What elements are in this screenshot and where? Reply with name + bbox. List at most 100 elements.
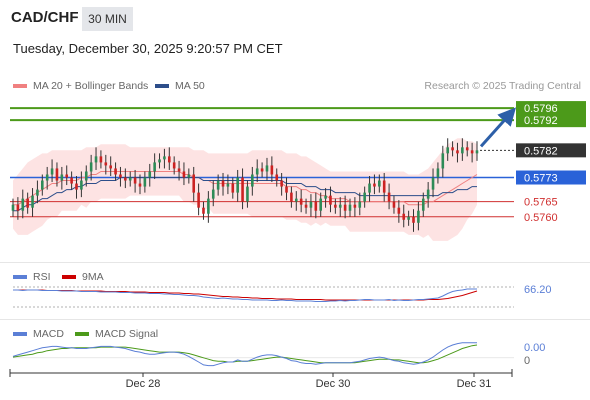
- macd-swatch: [13, 332, 27, 336]
- candle-body: [36, 189, 39, 196]
- candle-body: [109, 165, 112, 169]
- candle-body: [55, 168, 59, 181]
- rsi-ma-legend: 9MA: [62, 271, 104, 283]
- candle-body: [260, 168, 264, 172]
- level-box-resistance: [516, 101, 586, 116]
- candle-body: [177, 168, 181, 172]
- rsi-swatch: [13, 275, 27, 279]
- candle-body: [21, 198, 25, 211]
- candle-body: [334, 204, 337, 208]
- candle-body: [461, 147, 464, 154]
- level-box-resistance: [516, 113, 586, 128]
- candle-body: [65, 174, 69, 178]
- ma50-line: [13, 177, 477, 212]
- candle-body: [211, 189, 215, 199]
- candle-body: [470, 150, 474, 154]
- candle-body: [465, 147, 469, 151]
- candle-body: [431, 177, 435, 190]
- macd-signal-swatch: [75, 332, 89, 336]
- rsi-legend: RSI: [13, 271, 51, 283]
- candle-body: [114, 168, 117, 175]
- last-price-label: 0.5782: [524, 145, 558, 157]
- candle-body: [421, 198, 425, 211]
- ma20-swatch: [13, 84, 27, 88]
- candle-body: [124, 177, 127, 181]
- ma20-legend: MA 20 + Bollinger Bands: [13, 80, 148, 92]
- candle-body: [392, 201, 396, 208]
- level-label: 0.5796: [524, 103, 558, 115]
- candle-body: [31, 195, 34, 208]
- candle-body: [50, 168, 54, 175]
- candle-body: [456, 150, 459, 154]
- candle-body: [280, 180, 283, 187]
- candle-body: [309, 201, 313, 208]
- candle-body: [138, 183, 142, 187]
- candle-body: [294, 198, 298, 202]
- candle-body: [226, 183, 230, 187]
- candle-body: [45, 174, 49, 181]
- candle-body: [104, 162, 108, 166]
- candle-body: [89, 162, 93, 172]
- candle-body: [119, 174, 122, 178]
- candle-body: [251, 174, 254, 187]
- candle-body: [99, 156, 103, 163]
- candle-body: [133, 177, 137, 184]
- candle-body: [426, 189, 430, 199]
- level-label: 0.5773: [524, 173, 558, 185]
- candle-body: [11, 204, 15, 211]
- candle-body: [285, 186, 288, 193]
- candle-body: [94, 156, 98, 163]
- candle-body: [187, 174, 191, 178]
- candle-body: [353, 204, 357, 208]
- candle-body: [60, 174, 64, 181]
- candle-body: [197, 192, 200, 208]
- candle-body: [412, 216, 415, 223]
- candle-body: [167, 156, 171, 163]
- datetime-label: Tuesday, December 30, 2025 9:20:57 PM CE…: [13, 41, 283, 56]
- candle-body: [216, 180, 220, 190]
- x-tick-label: Dec 31: [457, 378, 492, 390]
- candle-body: [236, 177, 239, 193]
- candle-body: [368, 183, 371, 193]
- candle-body: [75, 183, 78, 190]
- candle-body: [202, 207, 205, 214]
- candle-body: [382, 180, 386, 193]
- forecast-arrow: [479, 107, 517, 148]
- macd-zero-label: 0: [524, 355, 530, 367]
- candle-body: [231, 183, 235, 193]
- macd-signal-line: [12, 344, 478, 364]
- candle-body: [373, 183, 376, 187]
- candle-body: [221, 180, 225, 187]
- research-credit: Research © 2025 Trading Central: [424, 80, 581, 92]
- candle-body: [158, 159, 161, 163]
- rsi-legend-label: RSI: [33, 271, 51, 283]
- macd-signal-legend: MACD Signal: [75, 328, 158, 340]
- candle-body: [246, 186, 249, 202]
- candle-body: [451, 147, 454, 151]
- level-box-pivot: [516, 170, 586, 185]
- candle-body: [41, 180, 44, 190]
- ma50-swatch: [155, 84, 169, 88]
- bollinger-band-area: [13, 138, 477, 241]
- candle-body: [348, 204, 352, 211]
- candle-body: [304, 204, 308, 208]
- timeframe-button[interactable]: 30 MIN: [82, 7, 133, 31]
- rsi-separator: [0, 262, 590, 263]
- candle-body: [172, 162, 176, 169]
- candle-body: [417, 210, 420, 223]
- candle-body: [70, 177, 73, 184]
- macd-signal-legend-label: MACD Signal: [95, 328, 159, 340]
- candle-body: [163, 156, 166, 160]
- candle-body: [299, 198, 303, 205]
- x-tick-label: Dec 28: [126, 378, 161, 390]
- candle-body: [148, 171, 152, 178]
- candle-body: [329, 195, 332, 205]
- ma20-legend-label: MA 20 + Bollinger Bands: [33, 80, 149, 92]
- candle-body: [441, 153, 445, 169]
- candle-body: [26, 198, 29, 208]
- candle-body: [270, 165, 274, 175]
- macd-separator: [0, 319, 590, 320]
- rsi-ma-swatch: [62, 275, 76, 279]
- level-label: 0.5765: [524, 197, 558, 209]
